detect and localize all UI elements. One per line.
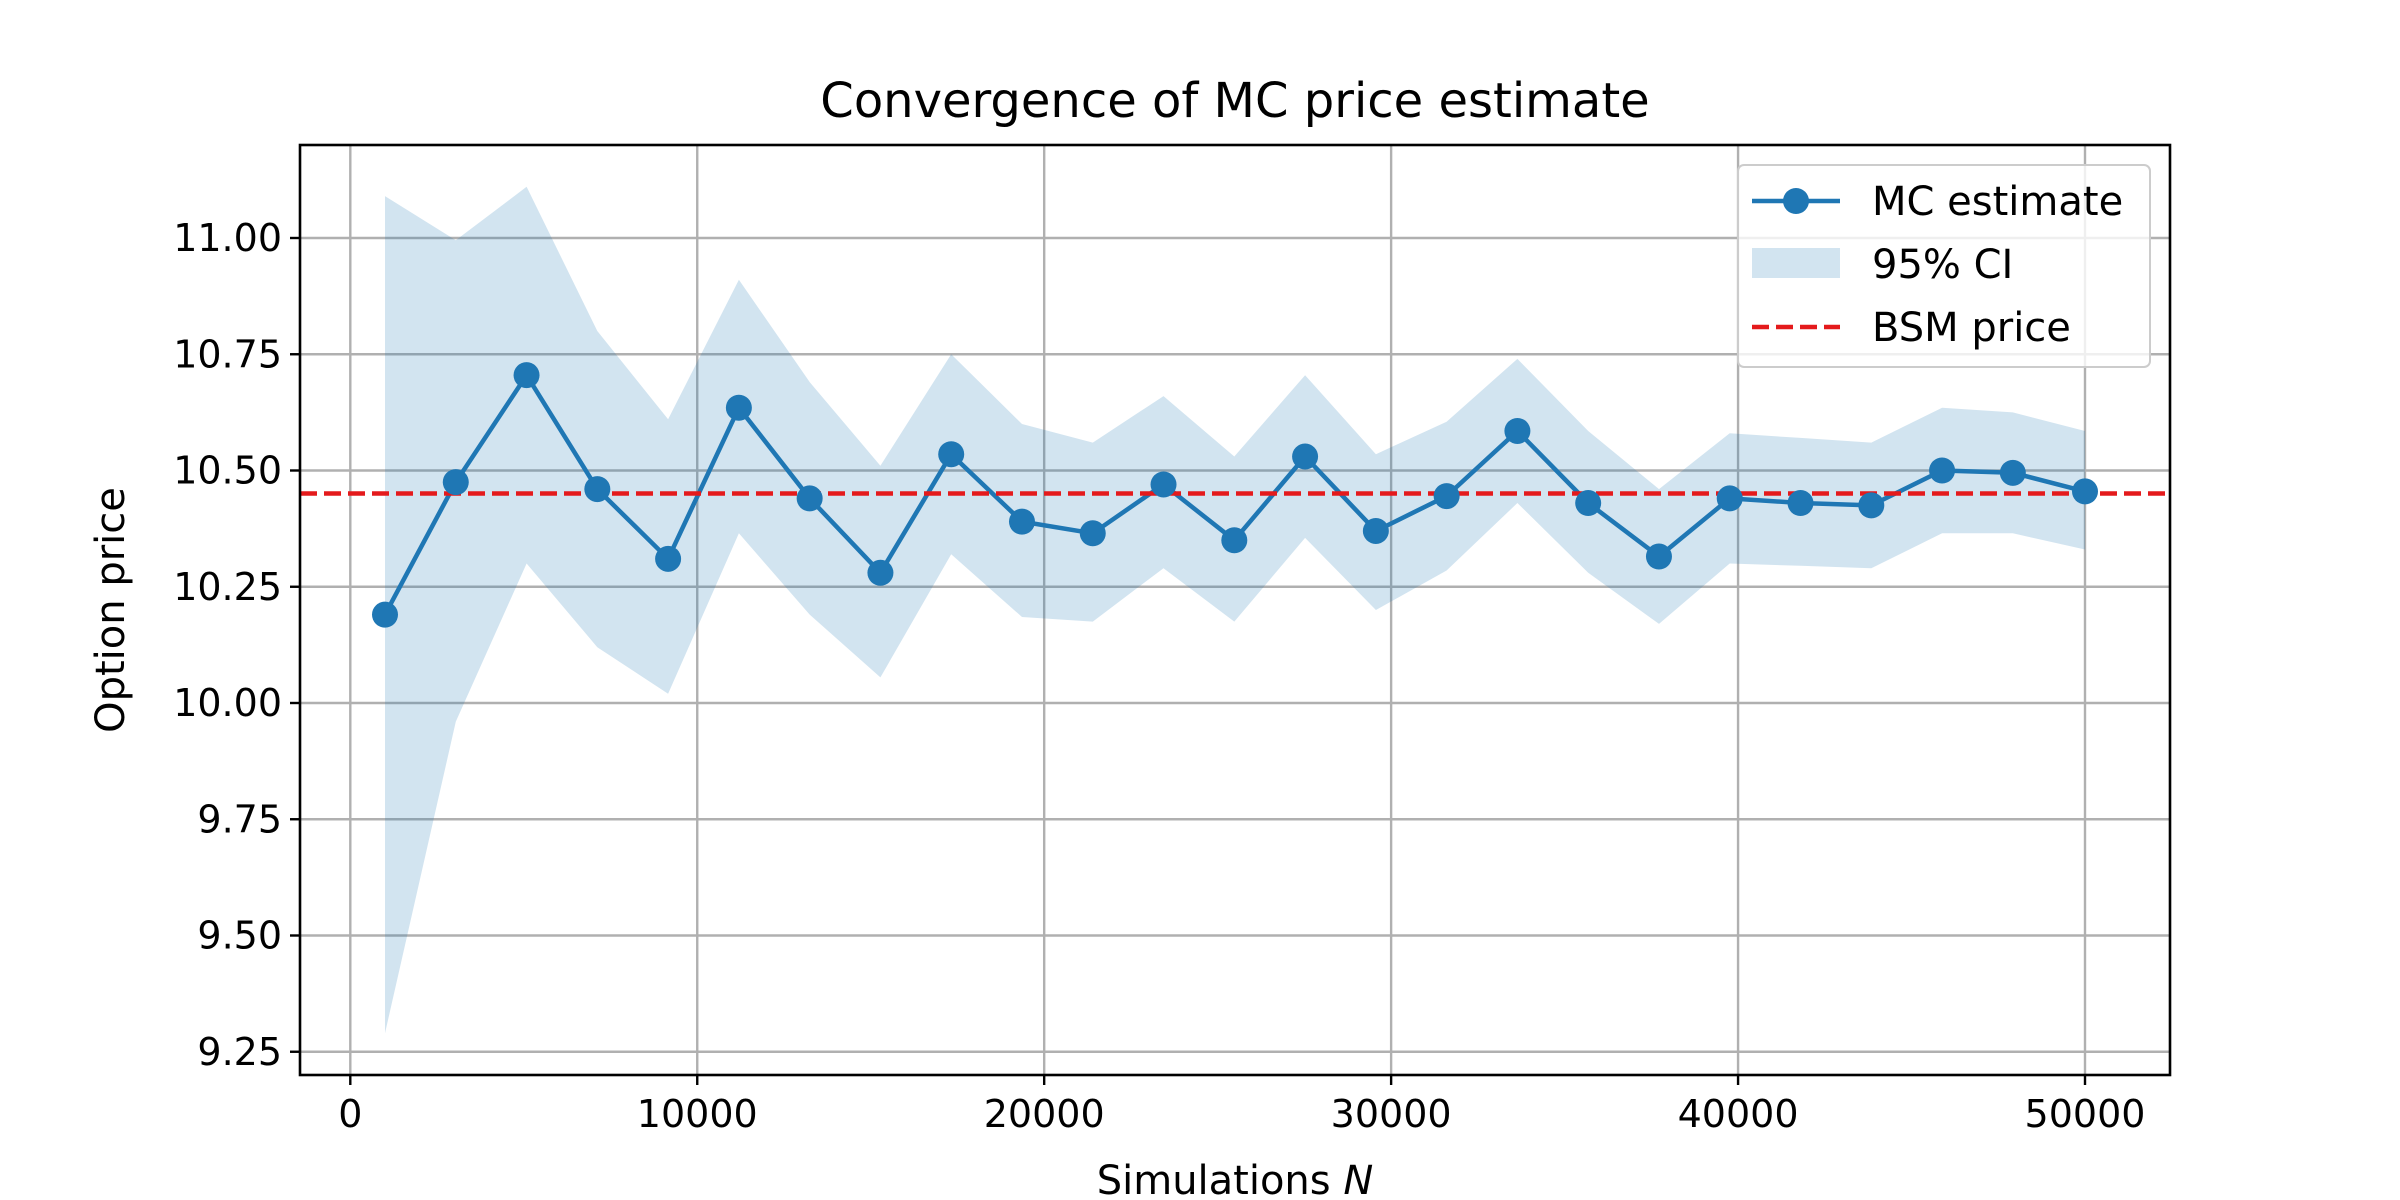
grid xyxy=(300,145,2170,1075)
x-tick-label: 20000 xyxy=(984,1092,1105,1136)
mc-estimate-point xyxy=(1362,517,1389,544)
mc-estimate-point xyxy=(938,441,965,468)
x-axis-label-variable: N xyxy=(1343,1158,1373,1200)
mc-estimate-point xyxy=(1150,471,1177,498)
mc-estimate-point xyxy=(442,469,469,496)
legend-swatch-ci xyxy=(1752,248,1840,278)
y-tick-label: 11.00 xyxy=(173,216,282,260)
mc-estimate-point xyxy=(1008,508,1035,535)
legend-label-mc-estimate: MC estimate xyxy=(1872,179,2123,225)
mc-estimate-point xyxy=(1292,443,1319,470)
mc-estimate-point xyxy=(2072,478,2098,505)
mc-estimate-point xyxy=(1645,543,1672,570)
mc-estimate-point xyxy=(372,601,398,628)
mc-estimate-point xyxy=(1716,485,1743,512)
mc-estimate-point xyxy=(1433,483,1460,510)
y-tick-label: 9.50 xyxy=(197,914,282,958)
x-tick-label: 0 xyxy=(338,1092,362,1136)
mc-estimate-point xyxy=(1999,459,2026,486)
x-tick-label: 50000 xyxy=(2025,1092,2146,1136)
legend: MC estimate 95% CI BSM price xyxy=(1737,164,2151,368)
mc-estimate-point xyxy=(1787,490,1814,517)
x-axis-label-text: Simulations xyxy=(1097,1158,1344,1200)
mc-estimate-point xyxy=(1504,417,1531,444)
mc-estimate-point xyxy=(1858,492,1885,519)
legend-box xyxy=(1737,164,2151,368)
mc-estimate-point xyxy=(725,394,752,421)
mc-estimate-point xyxy=(796,485,823,512)
y-tick-label: 10.50 xyxy=(173,449,282,493)
mc-estimate-point xyxy=(584,476,611,503)
y-tick-label: 9.25 xyxy=(197,1030,282,1074)
plot-data xyxy=(300,186,2170,1034)
y-tick-label: 10.75 xyxy=(173,332,282,376)
y-tick-label: 10.00 xyxy=(173,681,282,725)
y-axis-label: Option price xyxy=(88,487,134,733)
mc-estimate-point xyxy=(1575,490,1602,517)
legend-marker-mc-estimate xyxy=(1783,188,1809,214)
x-axis-label: Simulations N xyxy=(1097,1158,1374,1200)
plot-frame xyxy=(298,143,2172,1077)
legend-label-ci: 95% CI xyxy=(1872,242,2013,288)
ci-band xyxy=(385,186,2085,1034)
x-tick-label: 40000 xyxy=(1678,1092,1799,1136)
mc-estimate-point xyxy=(655,545,682,572)
chart-title: Convergence of MC price estimate xyxy=(820,73,1649,129)
mc-estimate-point xyxy=(1929,457,1956,484)
y-tick-label: 10.25 xyxy=(173,565,282,609)
mc-estimate-point xyxy=(1079,520,1106,547)
legend-label-bsm-price: BSM price xyxy=(1872,305,2071,351)
mc-estimate-point xyxy=(1221,527,1248,554)
x-tick-label: 10000 xyxy=(637,1092,758,1136)
y-tick-label: 9.75 xyxy=(197,797,282,841)
mc-estimate-point xyxy=(513,362,540,389)
x-tick-label: 30000 xyxy=(1331,1092,1452,1136)
axis-ticks: 0 10000 20000 30000 40000 50000 9.25 9.50 9.75 10… xyxy=(173,216,2145,1136)
mc-estimate-point xyxy=(867,559,894,586)
